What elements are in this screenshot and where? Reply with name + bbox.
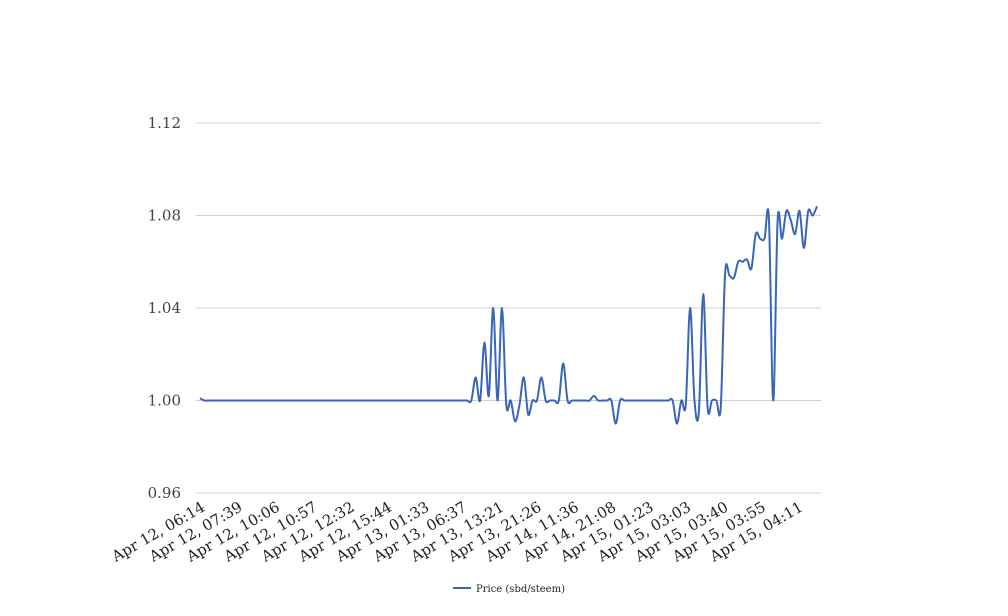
y-tick-label: 1.04 <box>148 299 181 317</box>
series-layer <box>199 205 818 425</box>
y-tick-label: 1.08 <box>148 207 181 225</box>
y-tick-label: 1.12 <box>148 114 181 132</box>
legend: Price (sbd/steem) <box>453 584 565 595</box>
legend-label: Price (sbd/steem) <box>476 584 565 595</box>
y-tick-label: 0.96 <box>148 484 181 502</box>
y-axis-ticks: 0.96 1.00 1.04 1.08 1.12 <box>148 114 181 502</box>
gridlines <box>196 122 821 494</box>
series-line-price <box>199 205 818 425</box>
y-tick-label: 1.00 <box>148 392 181 410</box>
